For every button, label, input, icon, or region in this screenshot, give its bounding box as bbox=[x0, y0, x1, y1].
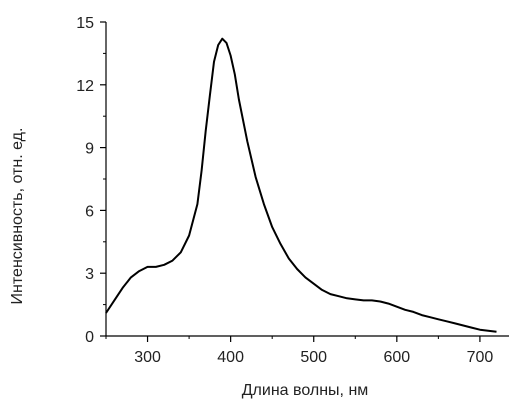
x-tick-label-500: 500 bbox=[300, 349, 327, 366]
y-axis-label: Интенсивность, отн. ед. bbox=[9, 128, 26, 305]
y-tick-label-12: 12 bbox=[76, 78, 94, 95]
x-tick-label-600: 600 bbox=[383, 349, 410, 366]
x-ticks: 300 400 500 600 700 bbox=[105, 336, 494, 366]
y-tick-label-0: 0 bbox=[85, 329, 94, 346]
x-tick-label-700: 700 bbox=[467, 349, 494, 366]
y-tick-label-9: 9 bbox=[85, 141, 94, 158]
y-ticks: 0 3 6 9 12 15 bbox=[76, 15, 106, 346]
x-tick-label-300: 300 bbox=[134, 349, 161, 366]
y-tick-label-6: 6 bbox=[85, 203, 94, 220]
x-tick-label-400: 400 bbox=[217, 349, 244, 366]
y-tick-label-3: 3 bbox=[85, 266, 94, 283]
axes bbox=[105, 22, 509, 337]
series-line bbox=[105, 37, 497, 333]
y-tick-label-15: 15 bbox=[76, 15, 94, 32]
x-axis-label: Длина волны, нм bbox=[242, 382, 369, 399]
